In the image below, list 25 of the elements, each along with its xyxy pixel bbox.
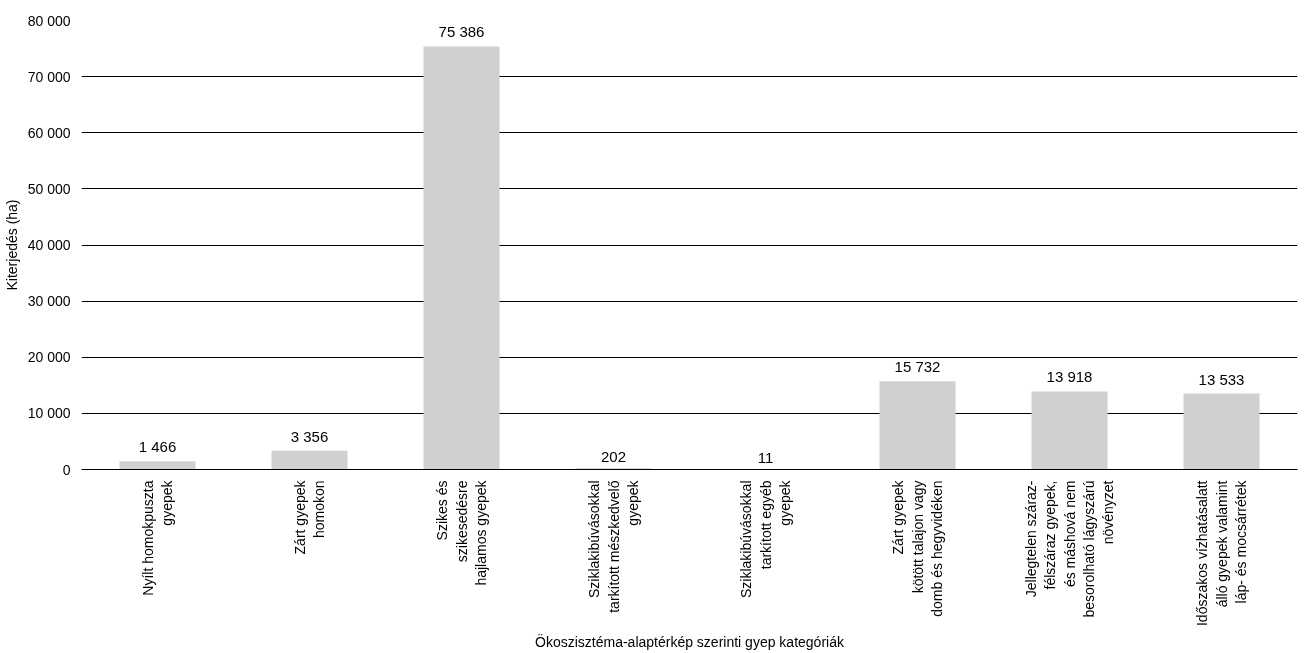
x-tick-label: Jellegtelen száraz- félszáraz gyepek, és máshová nem besorolható lágyszárú növényzet <box>1023 480 1116 618</box>
x-tick-label: Sziklakibúvásokkal tarkított mészkedvelő gyepek <box>586 479 641 613</box>
data-label: 13 533 <box>1198 370 1245 388</box>
x-tick-label: Zárt gyepek homokon <box>291 479 328 555</box>
data-label: 75 386 <box>438 23 485 41</box>
y-tick-label: 0 <box>62 461 71 478</box>
data-label: 202 <box>600 448 627 466</box>
data-label: 3 356 <box>290 427 329 445</box>
y-tick-label: 80 000 <box>27 12 71 29</box>
x-axis-title: Ökoszisztéma-alaptérkép szerinti gyep kategóriák <box>535 633 845 651</box>
data-label: 1 466 <box>138 438 177 456</box>
y-tick-label: 70 000 <box>27 68 71 85</box>
x-tick-label: Sziklakibúvásokkal tarkított egyéb gyepek <box>738 479 793 598</box>
data-label: 11 <box>757 449 774 467</box>
y-tick-label: 50 000 <box>27 180 71 197</box>
data-label: 13 918 <box>1046 368 1093 386</box>
y-axis-title: Kiterjedés (ha) <box>3 199 20 291</box>
y-tick-label: 40 000 <box>27 237 71 253</box>
data-label: 15 732 <box>894 358 941 376</box>
y-tick-label: 30 000 <box>27 293 71 310</box>
x-tick-label: Szikes és szikesedésre hajlamos gyepek <box>434 479 489 586</box>
x-tick-label: Nyílt homokpuszta gyepek <box>139 479 176 596</box>
y-tick-label: 10 000 <box>27 405 71 422</box>
y-tick-label: 60 000 <box>27 124 71 141</box>
y-tick-label: 20 000 <box>27 349 71 366</box>
